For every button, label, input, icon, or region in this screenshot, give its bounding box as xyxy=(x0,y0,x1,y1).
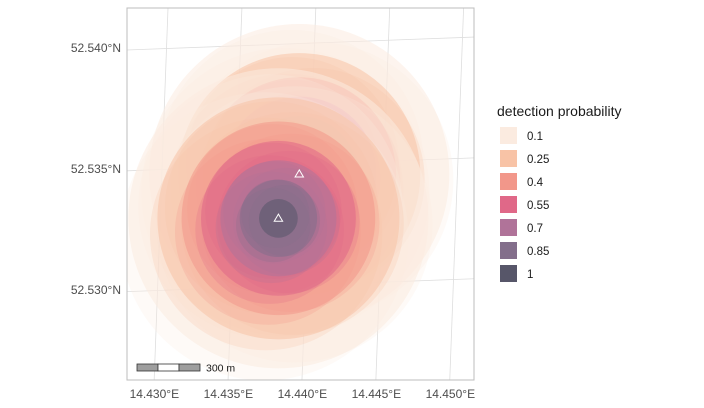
legend-swatch xyxy=(500,242,517,259)
scale-bar-segment-3 xyxy=(178,363,201,372)
detection-range-circles xyxy=(127,24,454,380)
legend-swatch xyxy=(500,219,517,236)
receiver-triangle-icon xyxy=(294,168,305,178)
legend-item-label: 0.1 xyxy=(527,131,543,143)
meridian-line-0 xyxy=(79,0,97,408)
legend-item-label: 0.55 xyxy=(527,200,549,212)
legend-swatch xyxy=(500,150,517,167)
legend-title: detection probability xyxy=(497,103,622,119)
x-tick-label: 14.435°E xyxy=(204,387,254,401)
legend-item-label: 0.25 xyxy=(527,154,549,166)
y-axis: 52.540°N 52.535°N 52.530°N xyxy=(71,41,121,297)
legend-swatch xyxy=(500,265,517,282)
y-tick-label: 52.540°N xyxy=(71,41,121,55)
legend-swatch xyxy=(500,127,517,144)
x-tick-label: 14.430°E xyxy=(130,387,180,401)
x-tick-label: 14.445°E xyxy=(352,387,402,401)
scale-bar-label: 300 m xyxy=(206,363,235,375)
legend-swatch xyxy=(500,196,517,213)
y-tick-label: 52.530°N xyxy=(71,283,121,297)
meridian-line-6 xyxy=(523,0,541,398)
legend-swatch xyxy=(500,173,517,190)
detection-circle-p1-r1-0 xyxy=(259,198,298,238)
legend-item-label: 1 xyxy=(527,269,533,281)
legend: detection probability 0.1 0.25 0.4 0.55 0.7 0… xyxy=(497,103,622,282)
legend-item-label: 0.4 xyxy=(527,177,544,189)
receiver-markers xyxy=(273,168,305,222)
map-panel-border xyxy=(126,7,475,381)
x-tick-label: 14.440°E xyxy=(278,387,328,401)
y-tick-label: 52.535°N xyxy=(71,162,121,176)
x-tick-label: 14.450°E xyxy=(426,387,476,401)
legend-item-label: 0.85 xyxy=(527,246,549,258)
receiver-triangle-icon xyxy=(273,213,284,222)
x-axis: 14.430°E 14.435°E 14.440°E 14.445°E 14.450°E xyxy=(130,387,476,401)
legend-item-label: 0.7 xyxy=(527,223,543,235)
scale-bar-segment-1 xyxy=(136,363,159,372)
scale-bar: 300 m xyxy=(136,363,235,375)
scale-bar-segment-2 xyxy=(157,363,180,372)
